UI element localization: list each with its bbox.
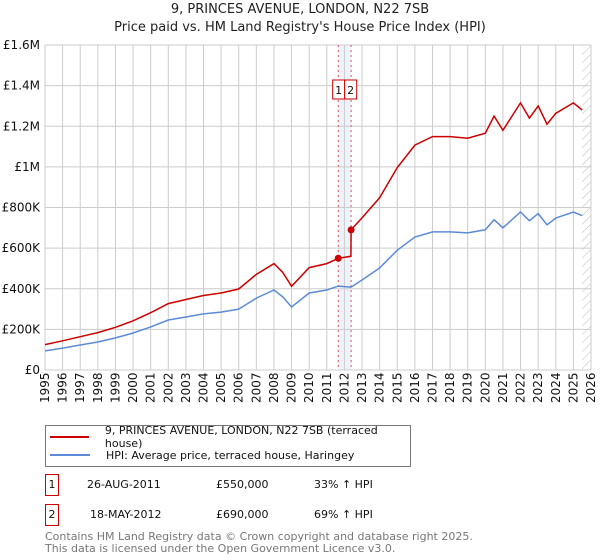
x-tick-label: 2008 — [267, 372, 281, 403]
x-tick-label: 2024 — [549, 372, 563, 403]
x-tick-label: 1996 — [56, 372, 70, 403]
x-tick-label: 1995 — [38, 372, 52, 403]
chart-title: 9, PRINCES AVENUE, LONDON, N22 7SB — [170, 2, 430, 17]
x-tick-label: 2009 — [285, 372, 299, 403]
price-chart: 1995 1996 1997 1998 1999 2000 2001 2002 2003 2004… — [2, 38, 598, 403]
transaction-date: 26-AUG-2011 — [87, 478, 161, 491]
footer: Contains HM Land Registry data © Crown c… — [45, 531, 473, 555]
sale-label: 1 — [335, 84, 342, 97]
y-tick-label: £1.4M — [3, 79, 40, 93]
x-tick-label: 1999 — [108, 372, 122, 403]
y-tick-label: £600K — [2, 241, 42, 255]
y-tick-label: £200K — [2, 322, 42, 336]
x-tick-label: 1997 — [73, 372, 87, 403]
legend-swatch-blue — [50, 454, 90, 456]
x-tick-label: 2023 — [531, 372, 545, 403]
footer-line: Contains HM Land Registry data © Crown c… — [45, 530, 473, 543]
y-tick-label: £1.2M — [3, 119, 40, 133]
legend-label: 9, PRINCES AVENUE, LONDON, N22 7SB (terr… — [104, 424, 378, 450]
y-tick-label: £400K — [2, 282, 42, 296]
x-tick-label: 2004 — [197, 372, 211, 403]
x-tick-label: 2016 — [408, 372, 422, 403]
sale-point — [334, 254, 342, 262]
y-tick-label: £1.6M — [3, 38, 40, 52]
x-tick-label: 2001 — [144, 372, 158, 403]
y-tick-label: £1M — [14, 160, 40, 174]
transaction-price: £550,000 — [216, 478, 269, 491]
x-tick-label: 2000 — [126, 372, 140, 403]
x-tick-label: 2014 — [373, 372, 387, 403]
x-tick-label: 2006 — [232, 372, 246, 403]
legend: 9, PRINCES AVENUE, LONDON, N22 7SB (terr… — [45, 424, 411, 467]
hpi-series-line — [44, 210, 583, 352]
transaction-hpi: 33% ↑ HPI — [314, 478, 373, 491]
sale-point — [347, 226, 355, 234]
x-tick-label: 2012 — [337, 372, 351, 403]
x-tick-label: 2005 — [214, 372, 228, 403]
x-tick-label: 2022 — [514, 372, 528, 403]
x-tick-label: 2010 — [302, 372, 316, 403]
legend-label: HPI: Average price, terraced house, Hari… — [106, 448, 355, 462]
x-tick-label: 2013 — [355, 372, 369, 403]
chart-subtitle: Price paid vs. HM Land Registry's House … — [114, 20, 486, 35]
x-tick-label: 2011 — [320, 372, 334, 403]
x-tick-label: 2020 — [478, 372, 492, 403]
x-tick-label: 2003 — [179, 372, 193, 403]
x-tick-label: 2007 — [249, 372, 263, 403]
transaction-hpi: 69% ↑ HPI — [314, 508, 373, 521]
y-tick-label: £800K — [2, 201, 42, 215]
x-tick-label: 1998 — [91, 372, 105, 403]
x-tick-label: 2025 — [566, 372, 580, 403]
transaction-price: £690,000 — [216, 508, 269, 521]
x-tick-label: 2002 — [161, 372, 175, 403]
sale-label: 2 — [347, 84, 354, 97]
property-series-line — [44, 101, 583, 346]
x-tick-label: 2015 — [390, 372, 404, 403]
footer-line: This data is licensed under the Open Gov… — [45, 542, 396, 555]
x-tick-label: 2021 — [496, 372, 510, 403]
x-tick-label: 2019 — [461, 372, 475, 403]
transaction-date: 18-MAY-2012 — [90, 508, 162, 521]
legend-swatch-red — [50, 436, 89, 438]
x-tick-label: 2017 — [425, 372, 439, 403]
sale-label-box — [344, 79, 358, 100]
x-tick-label: 2026 — [584, 372, 598, 403]
x-tick-label: 2018 — [443, 372, 457, 403]
transaction-number: 2 — [45, 504, 59, 526]
legend-item-hpi: HPI: Average price, terraced house, Hari… — [50, 447, 354, 463]
y-tick-label: £0 — [25, 363, 40, 377]
transaction-number: 1 — [45, 474, 59, 496]
legend-item-property: 9, PRINCES AVENUE, LONDON, N22 7SB (terr… — [50, 424, 410, 450]
